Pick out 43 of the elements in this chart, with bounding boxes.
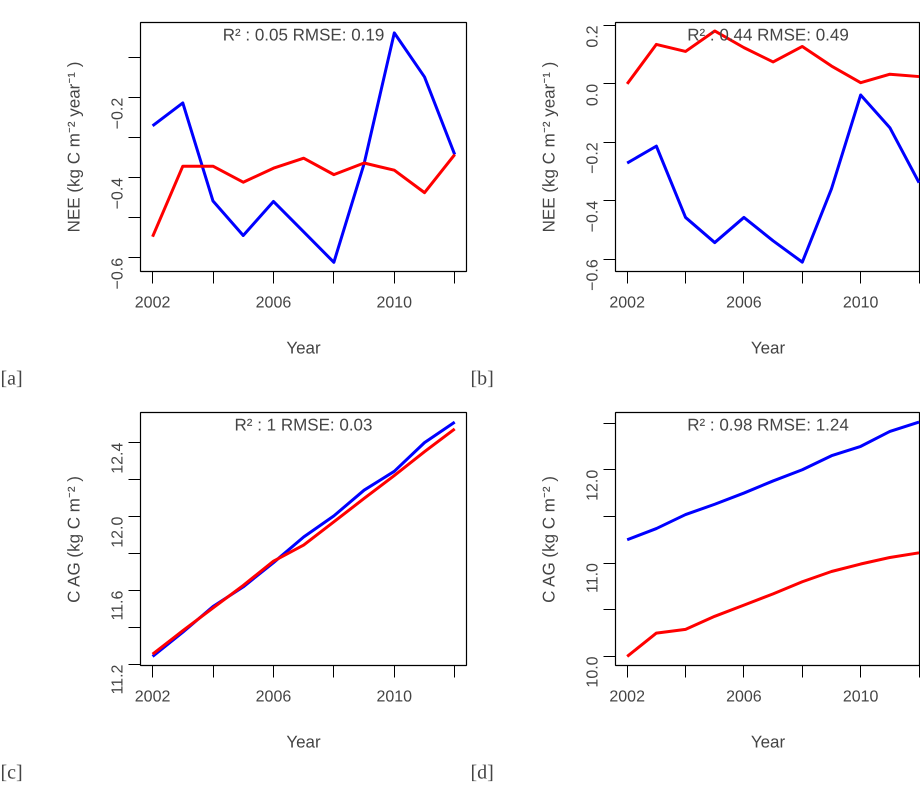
text: [a] bbox=[0, 368, 23, 390]
y-tick-label: −0.2 bbox=[110, 98, 126, 130]
x-tick-label: 2006 bbox=[726, 294, 762, 312]
x-axis-title: Year bbox=[286, 732, 322, 752]
x-tick-label: 2010 bbox=[842, 294, 879, 312]
y-tick-label: 11.6 bbox=[110, 590, 126, 621]
y-axis-title: NEE (kg C m⁻² year⁻¹ ) bbox=[540, 62, 558, 232]
text: [d] bbox=[470, 762, 494, 784]
x-axis-title: Year bbox=[750, 338, 786, 358]
x-tick-label: 2010 bbox=[376, 688, 412, 706]
text: [b] bbox=[470, 368, 494, 390]
y-tick-label: 10.0 bbox=[584, 656, 602, 688]
y-tick-label: −0.6 bbox=[584, 259, 602, 291]
x-tick-label: 2006 bbox=[256, 294, 292, 312]
x-tick-label: 2002 bbox=[609, 294, 646, 312]
annotation: R² : 0.98 RMSE: 1.24 bbox=[687, 416, 849, 434]
x-tick-label: 2006 bbox=[726, 688, 762, 706]
y-tick-label: 0.2 bbox=[584, 25, 602, 48]
y-tick-label: 12.4 bbox=[110, 442, 126, 474]
y-tick-label: 12.0 bbox=[110, 516, 126, 548]
x-tick-label: 2010 bbox=[842, 688, 879, 706]
y-tick-label: −0.4 bbox=[584, 200, 602, 232]
y-tick-label: −0.4 bbox=[110, 178, 126, 210]
y-axis-title: C AG (kg C m⁻² ) bbox=[64, 476, 84, 603]
annotation: R² : 1 RMSE: 0.03 bbox=[234, 416, 372, 434]
text: [c] bbox=[0, 762, 23, 784]
annotation: R² : 0.44 RMSE: 0.49 bbox=[687, 26, 849, 44]
y-tick-label: 11.0 bbox=[584, 562, 602, 594]
y-tick-label: 11.2 bbox=[110, 664, 126, 695]
x-axis-title: Year bbox=[286, 338, 322, 358]
x-tick-label: 2010 bbox=[376, 294, 412, 312]
x-tick-label: 2006 bbox=[256, 688, 292, 706]
y-tick-label: −0.6 bbox=[110, 258, 126, 290]
x-tick-label: 2002 bbox=[134, 294, 170, 312]
y-axis-title: NEE (kg C m⁻² year⁻¹ ) bbox=[64, 62, 84, 232]
y-tick-label: 12.0 bbox=[584, 470, 602, 501]
annotation: R² : 0.05 RMSE: 0.19 bbox=[222, 26, 384, 44]
x-tick-label: 2002 bbox=[609, 688, 646, 706]
y-axis-title: C AG (kg C m⁻² ) bbox=[540, 476, 558, 603]
x-axis-title: Year bbox=[750, 732, 786, 752]
x-tick-label: 2002 bbox=[134, 688, 170, 706]
y-tick-label: −0.2 bbox=[584, 142, 602, 174]
y-tick-label: 0.0 bbox=[584, 84, 602, 106]
